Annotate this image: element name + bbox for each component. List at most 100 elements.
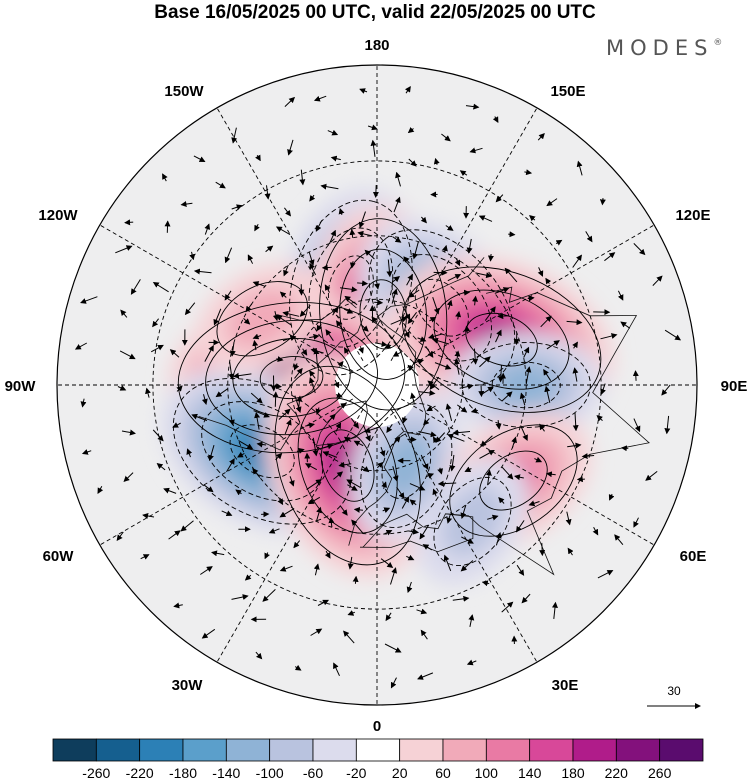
wind-vector xyxy=(254,223,260,232)
colorbar-tick-label: 20 xyxy=(392,765,408,781)
wind-vector xyxy=(495,194,504,203)
wind-vector xyxy=(308,377,316,394)
wind-vector xyxy=(423,418,430,426)
wind-vector xyxy=(277,496,284,506)
wind-vector xyxy=(614,534,624,546)
wind-vector xyxy=(487,514,499,521)
wind-vector xyxy=(516,564,525,576)
wind-vector xyxy=(664,415,671,435)
wind-vector xyxy=(416,608,428,615)
wind-vector xyxy=(419,524,430,540)
wind-vector xyxy=(494,287,510,294)
wind-vector xyxy=(333,662,340,677)
wind-vector xyxy=(406,273,413,286)
wind-vector xyxy=(121,429,136,436)
wind-vector xyxy=(226,458,235,473)
wind-vector xyxy=(527,295,535,302)
wind-vector xyxy=(262,589,276,602)
wind-vector xyxy=(293,363,300,371)
colorbar-swatch xyxy=(485,738,531,762)
registered-mark: ® xyxy=(713,38,723,48)
wind-vector xyxy=(539,542,546,557)
wind-vector xyxy=(294,367,303,379)
wind-vector xyxy=(253,410,270,418)
wind-vector xyxy=(492,116,499,123)
colorbar-tick-label: -140 xyxy=(212,765,240,781)
wind-vector xyxy=(336,320,345,333)
wind-vector xyxy=(495,532,502,546)
wind-vector xyxy=(265,245,274,253)
wind-vector xyxy=(409,483,426,491)
wind-vector xyxy=(384,342,392,349)
wind-vector xyxy=(215,181,226,189)
coastline xyxy=(348,316,427,546)
wind-vector xyxy=(252,333,262,340)
wind-vector xyxy=(437,467,443,475)
wind-vector xyxy=(472,348,479,365)
wind-vector xyxy=(324,550,331,559)
wind-vector xyxy=(337,360,344,368)
colorbar-swatch xyxy=(312,738,357,762)
wind-vector xyxy=(130,279,141,295)
colorbar-swatch xyxy=(615,738,661,762)
wind-vector xyxy=(278,408,291,420)
colorbar-tick-label: 140 xyxy=(518,765,542,781)
contour-line xyxy=(327,255,374,320)
contour-line xyxy=(381,432,432,499)
wind-vector xyxy=(525,366,532,385)
wind-vector xyxy=(504,267,518,283)
wind-vector xyxy=(392,350,403,357)
wind-vector xyxy=(328,517,335,528)
wind-vector xyxy=(479,450,495,459)
wind-vector xyxy=(309,333,320,340)
wind-vector xyxy=(441,133,451,142)
wind-vector xyxy=(245,303,253,313)
wind-vector xyxy=(425,346,434,358)
wind-vector xyxy=(74,342,88,350)
wind-vector xyxy=(381,481,388,489)
wind-vector xyxy=(173,602,183,609)
lon-label-120e: 120E xyxy=(675,207,710,224)
wind-vector xyxy=(645,471,658,481)
wind-vector xyxy=(296,395,303,411)
wind-vector xyxy=(664,329,682,341)
wind-vector xyxy=(487,253,494,262)
wind-vector xyxy=(426,405,436,412)
wind-vector xyxy=(361,466,370,473)
wind-vector xyxy=(498,496,505,504)
wind-vector xyxy=(287,139,294,156)
wind-vector xyxy=(567,442,582,449)
wind-vector xyxy=(301,348,308,356)
coastlines xyxy=(198,257,650,576)
wind-vector xyxy=(385,612,392,622)
wind-vector xyxy=(353,440,364,447)
wind-vector xyxy=(434,362,452,370)
wind-vector xyxy=(344,295,358,306)
wind-vector xyxy=(310,628,323,636)
contour-line xyxy=(461,342,591,428)
wind-vector xyxy=(495,329,502,343)
colorbar-swatch xyxy=(139,738,184,762)
wind-vector xyxy=(313,348,320,367)
wind-vector xyxy=(479,356,491,368)
colorbar-swatch xyxy=(529,738,574,762)
wind-vector xyxy=(200,566,213,575)
wind-vector xyxy=(264,185,271,200)
wind-vector xyxy=(333,471,344,480)
wind-vector xyxy=(572,412,579,432)
colorbar-swatch xyxy=(95,738,141,762)
wind-vector xyxy=(288,476,295,487)
wind-vector xyxy=(495,420,502,430)
wind-vector xyxy=(238,440,254,450)
modes-logo: MODES® xyxy=(606,36,722,60)
wind-vector xyxy=(523,346,530,358)
colorbar-tick-label: 220 xyxy=(605,765,629,781)
wind-vector xyxy=(604,252,616,262)
wind-vector xyxy=(349,228,356,238)
wind-vector xyxy=(390,677,397,689)
wind-vector xyxy=(293,540,301,549)
wind-vector xyxy=(446,515,453,524)
wind-vector xyxy=(224,290,232,301)
wind-vector xyxy=(282,310,300,317)
wind-vector xyxy=(447,274,462,282)
